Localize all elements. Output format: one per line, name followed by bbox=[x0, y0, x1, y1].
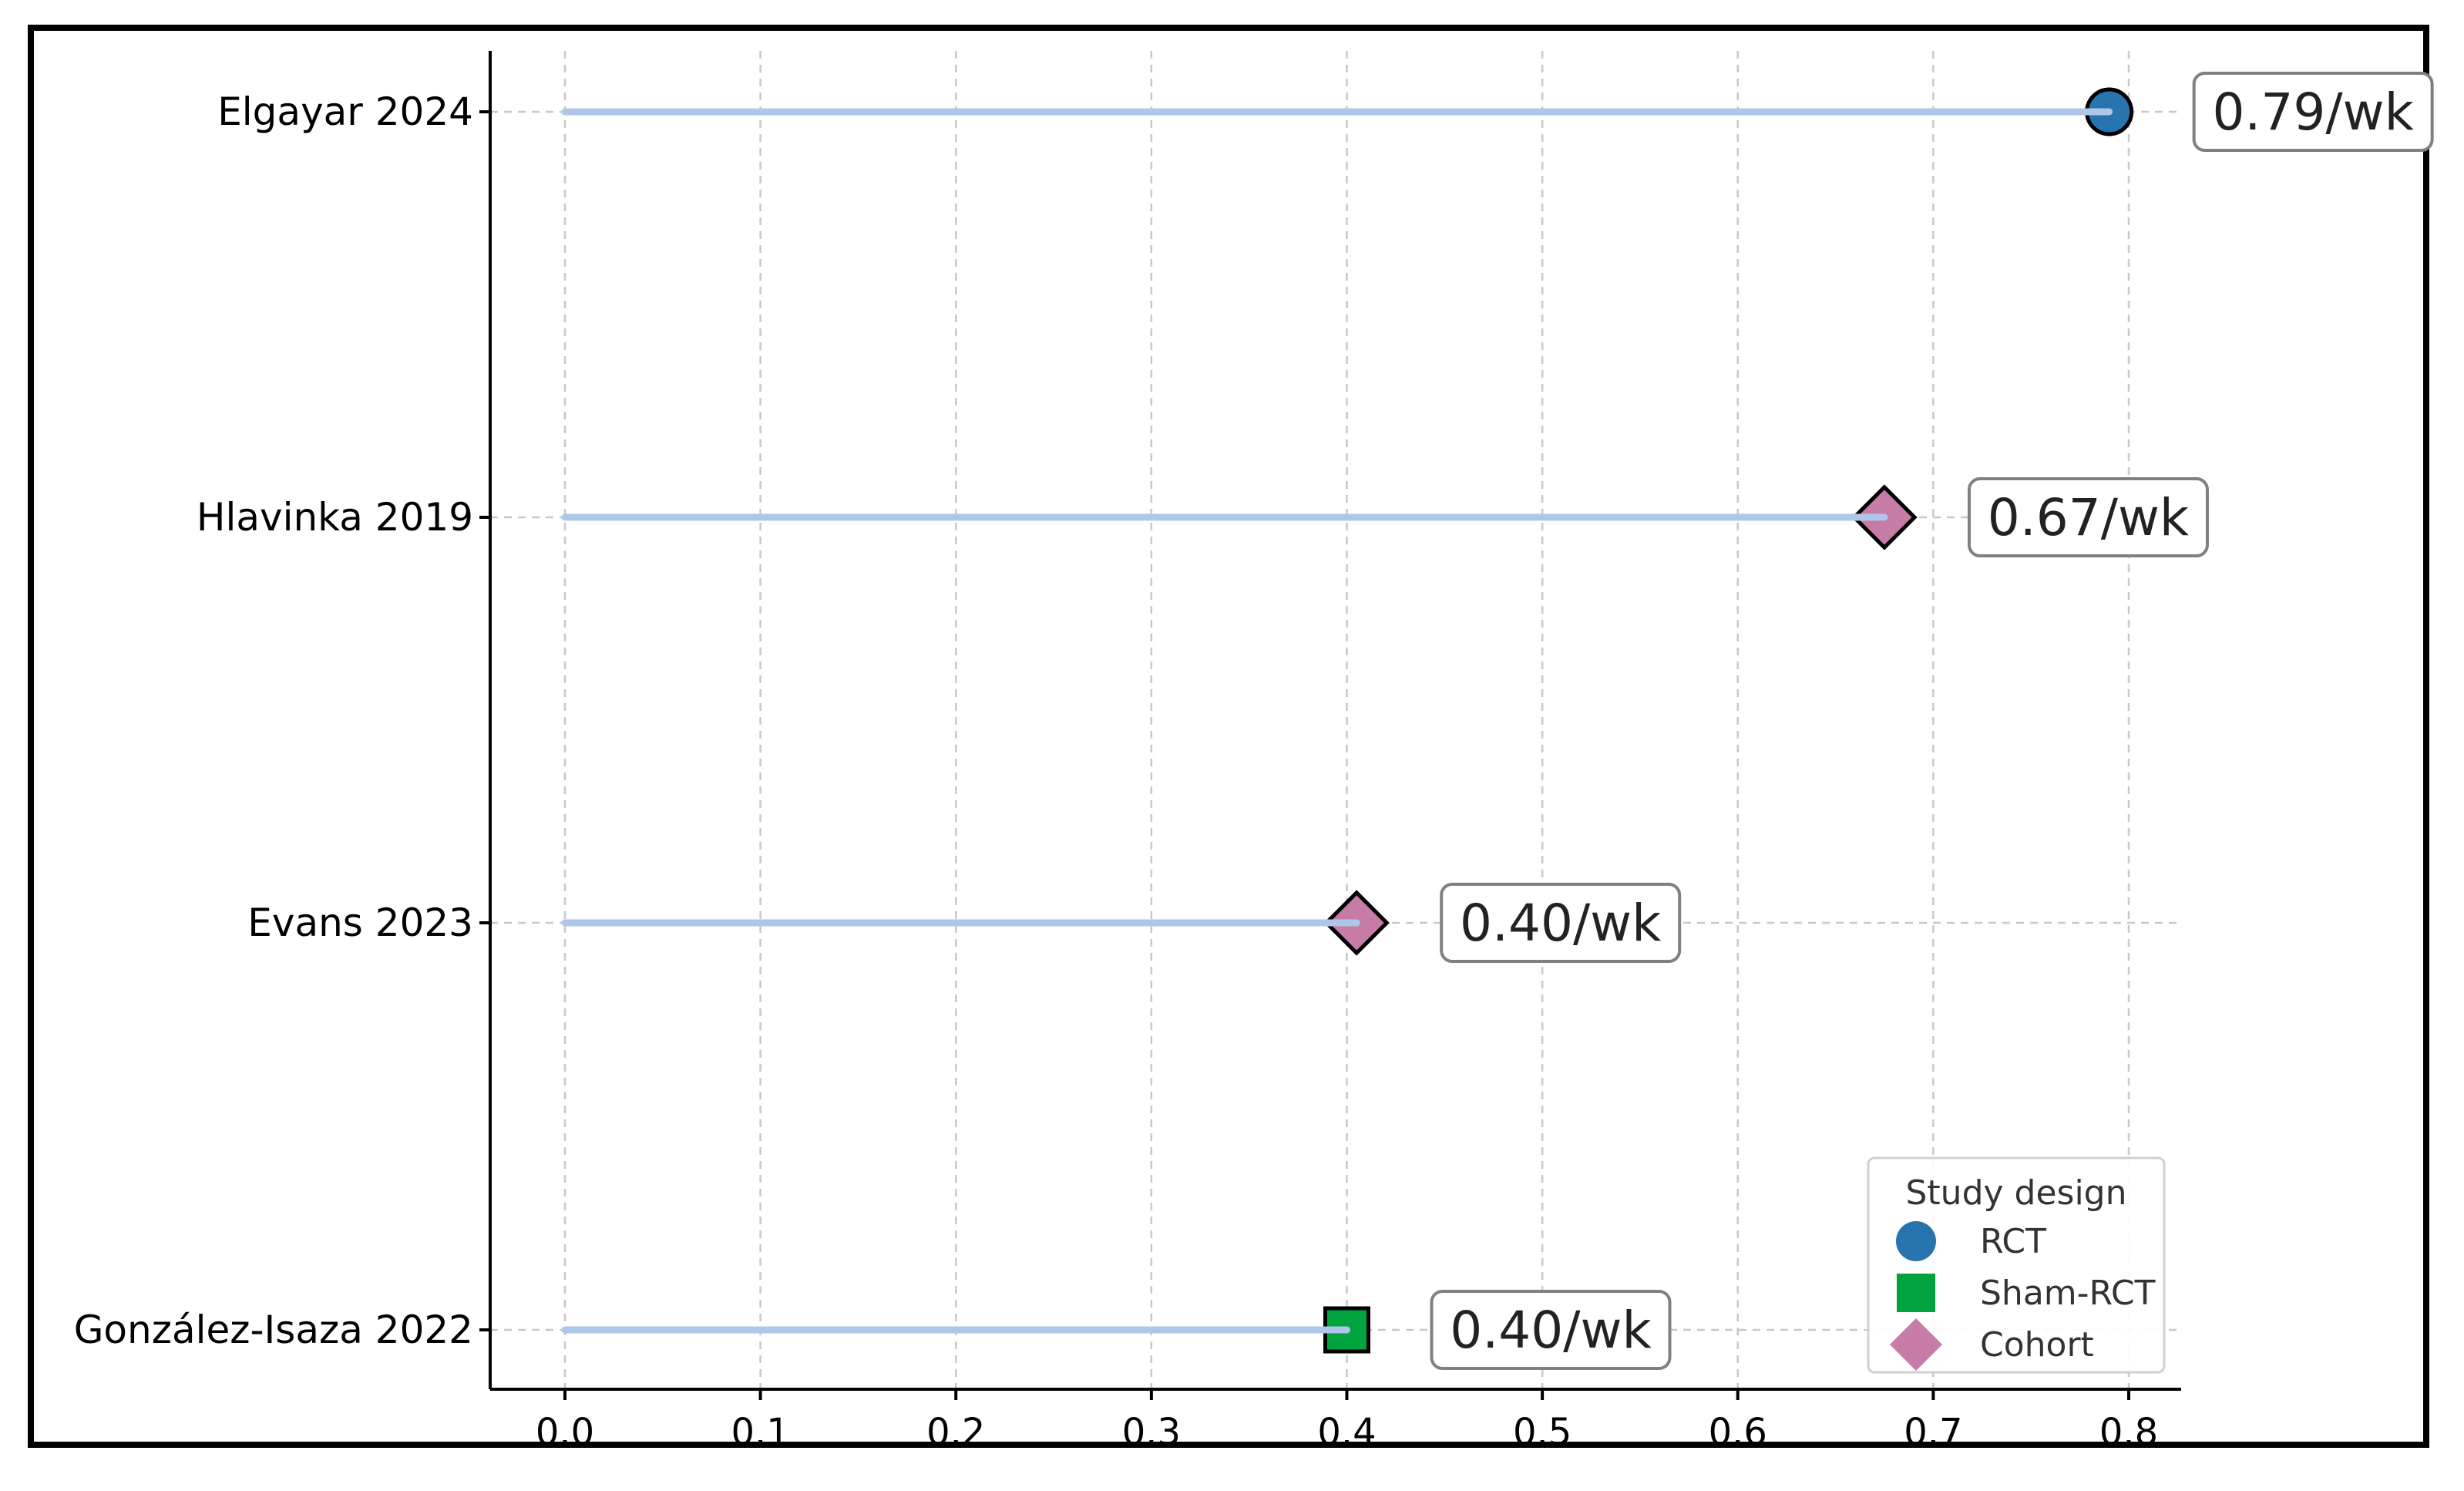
value-annotation: 0.67/wk bbox=[1988, 488, 2190, 547]
category-label: González-Isaza 2022 bbox=[74, 1308, 473, 1352]
legend-marker-square bbox=[1897, 1274, 1935, 1312]
legend-label: Cohort bbox=[1980, 1325, 2094, 1365]
legend-label: Sham-RCT bbox=[1980, 1274, 2156, 1313]
legend-marker-diamond bbox=[1890, 1318, 1942, 1371]
x-tick-label: 0.8 bbox=[2099, 1411, 2158, 1454]
value-annotation: 0.40/wk bbox=[1450, 1301, 1652, 1360]
category-label: Hlavinka 2019 bbox=[197, 495, 473, 540]
x-tick-label: 0.7 bbox=[1904, 1411, 1962, 1454]
x-tick-label: 0.3 bbox=[1122, 1411, 1181, 1454]
value-annotation: 0.79/wk bbox=[2212, 82, 2414, 142]
legend-box bbox=[1867, 1156, 2166, 1374]
legend-label: RCT bbox=[1980, 1222, 2046, 1261]
x-tick-label: 0.5 bbox=[1513, 1411, 1572, 1454]
category-label: Elgayar 2024 bbox=[217, 89, 473, 134]
legend-title: Study design bbox=[1906, 1173, 2127, 1213]
x-tick-label: 0.2 bbox=[926, 1411, 985, 1454]
x-tick-label: 0.4 bbox=[1317, 1411, 1376, 1454]
legend-marker-circle bbox=[1896, 1221, 1936, 1261]
value-annotation-box bbox=[1440, 883, 1682, 963]
value-annotation-box bbox=[1967, 477, 2209, 557]
category-label: Evans 2023 bbox=[247, 900, 473, 945]
x-tick-label: 0.1 bbox=[731, 1411, 789, 1454]
value-annotation: 0.40/wk bbox=[1460, 894, 1662, 953]
x-tick-label: 0.6 bbox=[1709, 1411, 1767, 1454]
x-tick-label: 0.0 bbox=[536, 1411, 594, 1454]
value-annotation-box bbox=[2192, 72, 2434, 152]
value-annotation-box bbox=[1430, 1290, 1672, 1370]
